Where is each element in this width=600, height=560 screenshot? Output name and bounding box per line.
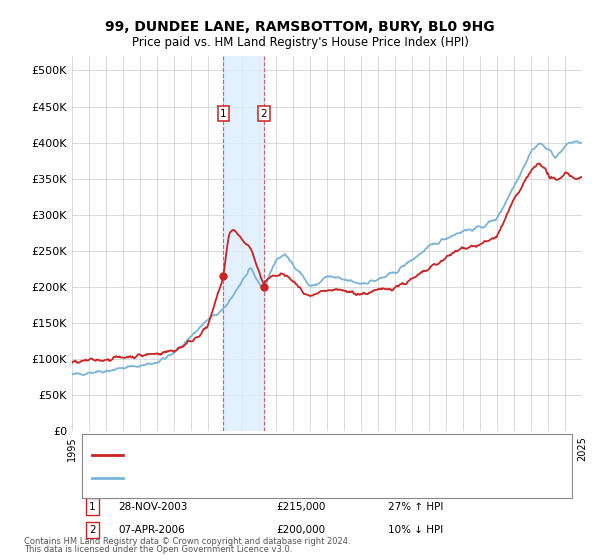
Bar: [223, 56, 263, 431]
FancyBboxPatch shape: [82, 434, 572, 498]
Text: This data is licensed under the Open Government Licence v3.0.: This data is licensed under the Open Gov…: [24, 545, 292, 554]
Text: 1: 1: [220, 109, 227, 119]
Text: 07-APR-2006: 07-APR-2006: [118, 525, 185, 535]
Text: 27% ↑ HPI: 27% ↑ HPI: [388, 502, 443, 512]
Text: HPI: Average price, detached house, Bury: HPI: Average price, detached house, Bury: [133, 473, 350, 483]
Text: 1: 1: [89, 502, 96, 512]
Text: 99, DUNDEE LANE, RAMSBOTTOM, BURY, BL0 9HG (detached house): 99, DUNDEE LANE, RAMSBOTTOM, BURY, BL0 9…: [133, 450, 490, 460]
Text: Contains HM Land Registry data © Crown copyright and database right 2024.: Contains HM Land Registry data © Crown c…: [24, 537, 350, 546]
Text: 2: 2: [260, 109, 267, 119]
Text: £200,000: £200,000: [276, 525, 325, 535]
Text: 99, DUNDEE LANE, RAMSBOTTOM, BURY, BL0 9HG: 99, DUNDEE LANE, RAMSBOTTOM, BURY, BL0 9…: [105, 20, 495, 34]
Text: £215,000: £215,000: [276, 502, 325, 512]
Text: Price paid vs. HM Land Registry's House Price Index (HPI): Price paid vs. HM Land Registry's House …: [131, 36, 469, 49]
Text: 28-NOV-2003: 28-NOV-2003: [118, 502, 187, 512]
Text: 10% ↓ HPI: 10% ↓ HPI: [388, 525, 443, 535]
Text: 2: 2: [89, 525, 96, 535]
